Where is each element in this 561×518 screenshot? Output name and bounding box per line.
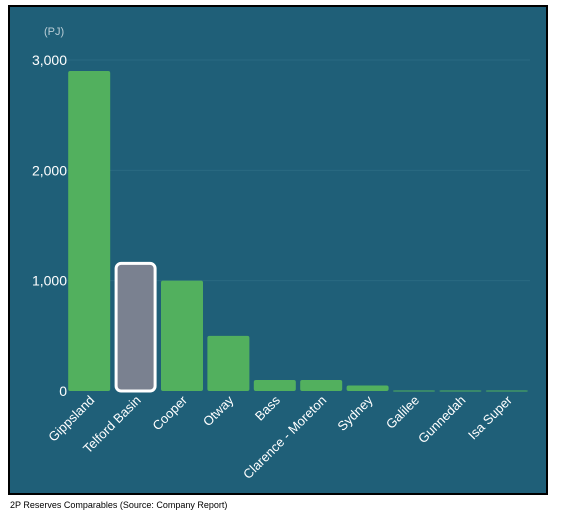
bar-gunnedah	[439, 390, 482, 392]
bar-clarence-moreton	[300, 379, 343, 391]
chart-panel: (PJ) 0 1,000 2,000 3,000 Gippsland Telford B…	[8, 5, 548, 495]
bar-isa-super	[485, 390, 528, 392]
figure-caption: 2P Reserves Comparables (Source: Company…	[10, 500, 228, 510]
bar-sydney	[346, 385, 389, 391]
bar-otway	[207, 335, 250, 391]
x-tick-label: Sydney	[334, 392, 376, 434]
y-tick-label: 0	[59, 383, 67, 399]
x-tick-label: Clarence - Moreton	[240, 393, 329, 482]
y-tick-label: 3,000	[32, 52, 67, 68]
gridlines	[66, 59, 530, 282]
bar-gippsland	[68, 71, 111, 392]
bar-cooper	[161, 280, 203, 391]
x-tick-label: Bass	[252, 392, 283, 423]
y-unit-label: (PJ)	[44, 26, 64, 38]
bar-galilee	[393, 390, 435, 392]
bar-telford-basin	[114, 261, 157, 393]
x-tick-label: Cooper	[149, 392, 190, 433]
y-tick-label: 1,000	[32, 273, 67, 289]
x-tick-label: Otway	[200, 392, 237, 429]
bar-bass	[253, 379, 296, 391]
x-tick-label: Gunnedah	[415, 393, 469, 447]
y-axis-ticks: 0 1,000 2,000 3,000	[32, 52, 67, 399]
bars	[68, 71, 528, 393]
y-tick-label: 2,000	[32, 162, 67, 178]
x-tick-label: Isa Super	[465, 392, 515, 442]
x-tick-label: Galilee	[383, 393, 422, 432]
